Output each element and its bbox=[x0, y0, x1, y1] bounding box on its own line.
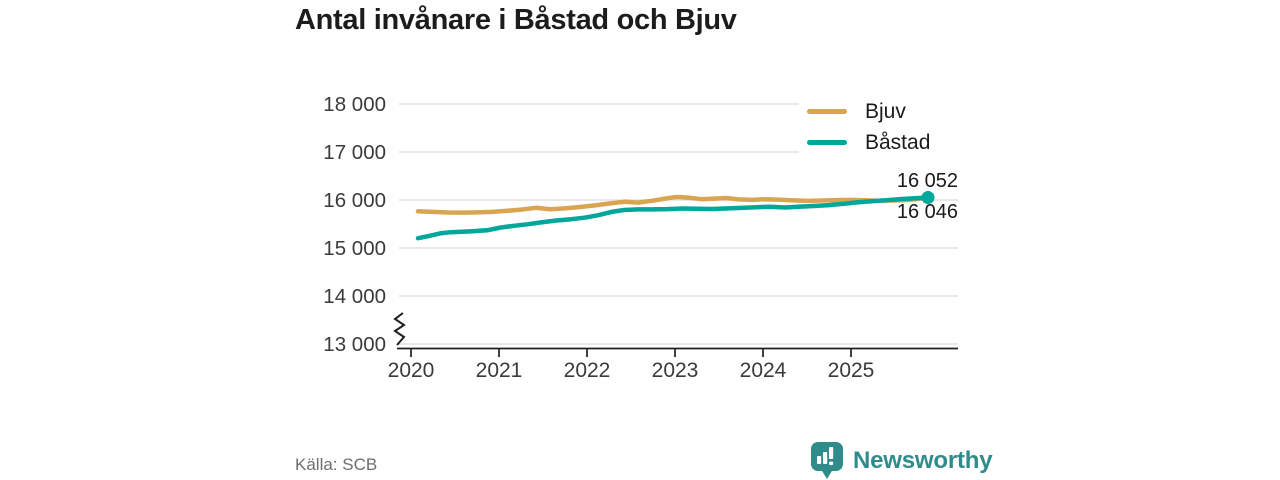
newsworthy-logo-icon bbox=[811, 442, 843, 479]
legend-item-bjuv: Bjuv bbox=[799, 96, 960, 127]
y-tick-label: 15 000 bbox=[323, 237, 386, 260]
x-tick-label: 2024 bbox=[740, 359, 787, 382]
chart-title: Antal invånare i Båstad och Bjuv bbox=[295, 4, 737, 36]
legend-label-bjuv: Bjuv bbox=[865, 99, 906, 123]
value-label-bastad: 16 052 bbox=[896, 170, 958, 192]
value-label-bjuv: 16 046 bbox=[896, 201, 958, 223]
y-tick-label: 14 000 bbox=[323, 285, 386, 308]
y-tick-label: 13 000 bbox=[323, 333, 386, 356]
y-tick-label: 18 000 bbox=[323, 93, 386, 116]
x-tick-label: 2021 bbox=[476, 359, 523, 382]
series-line-båstad bbox=[415, 195, 931, 241]
brand-wordmark: Newsworthy bbox=[853, 446, 993, 474]
x-tick-label: 2025 bbox=[828, 359, 875, 382]
legend-swatch-bjuv bbox=[807, 109, 847, 114]
axis-break-icon bbox=[393, 312, 406, 346]
brand-footer: Newsworthy bbox=[810, 441, 993, 480]
source-note: Källa: SCB bbox=[295, 455, 378, 474]
series-end-dot bbox=[921, 191, 935, 205]
legend-swatch-bastad bbox=[807, 140, 847, 145]
y-tick-label: 17 000 bbox=[323, 141, 386, 164]
y-tick-label: 16 000 bbox=[323, 189, 386, 212]
x-tick-label: 2020 bbox=[388, 359, 435, 382]
legend-label-bastad: Båstad bbox=[865, 130, 931, 154]
x-tick-label: 2022 bbox=[564, 359, 611, 382]
legend: Bjuv Båstad bbox=[799, 94, 960, 160]
x-tick-label: 2023 bbox=[652, 359, 699, 382]
legend-item-bastad: Båstad bbox=[799, 127, 960, 158]
series-line-bjuv bbox=[415, 194, 931, 215]
